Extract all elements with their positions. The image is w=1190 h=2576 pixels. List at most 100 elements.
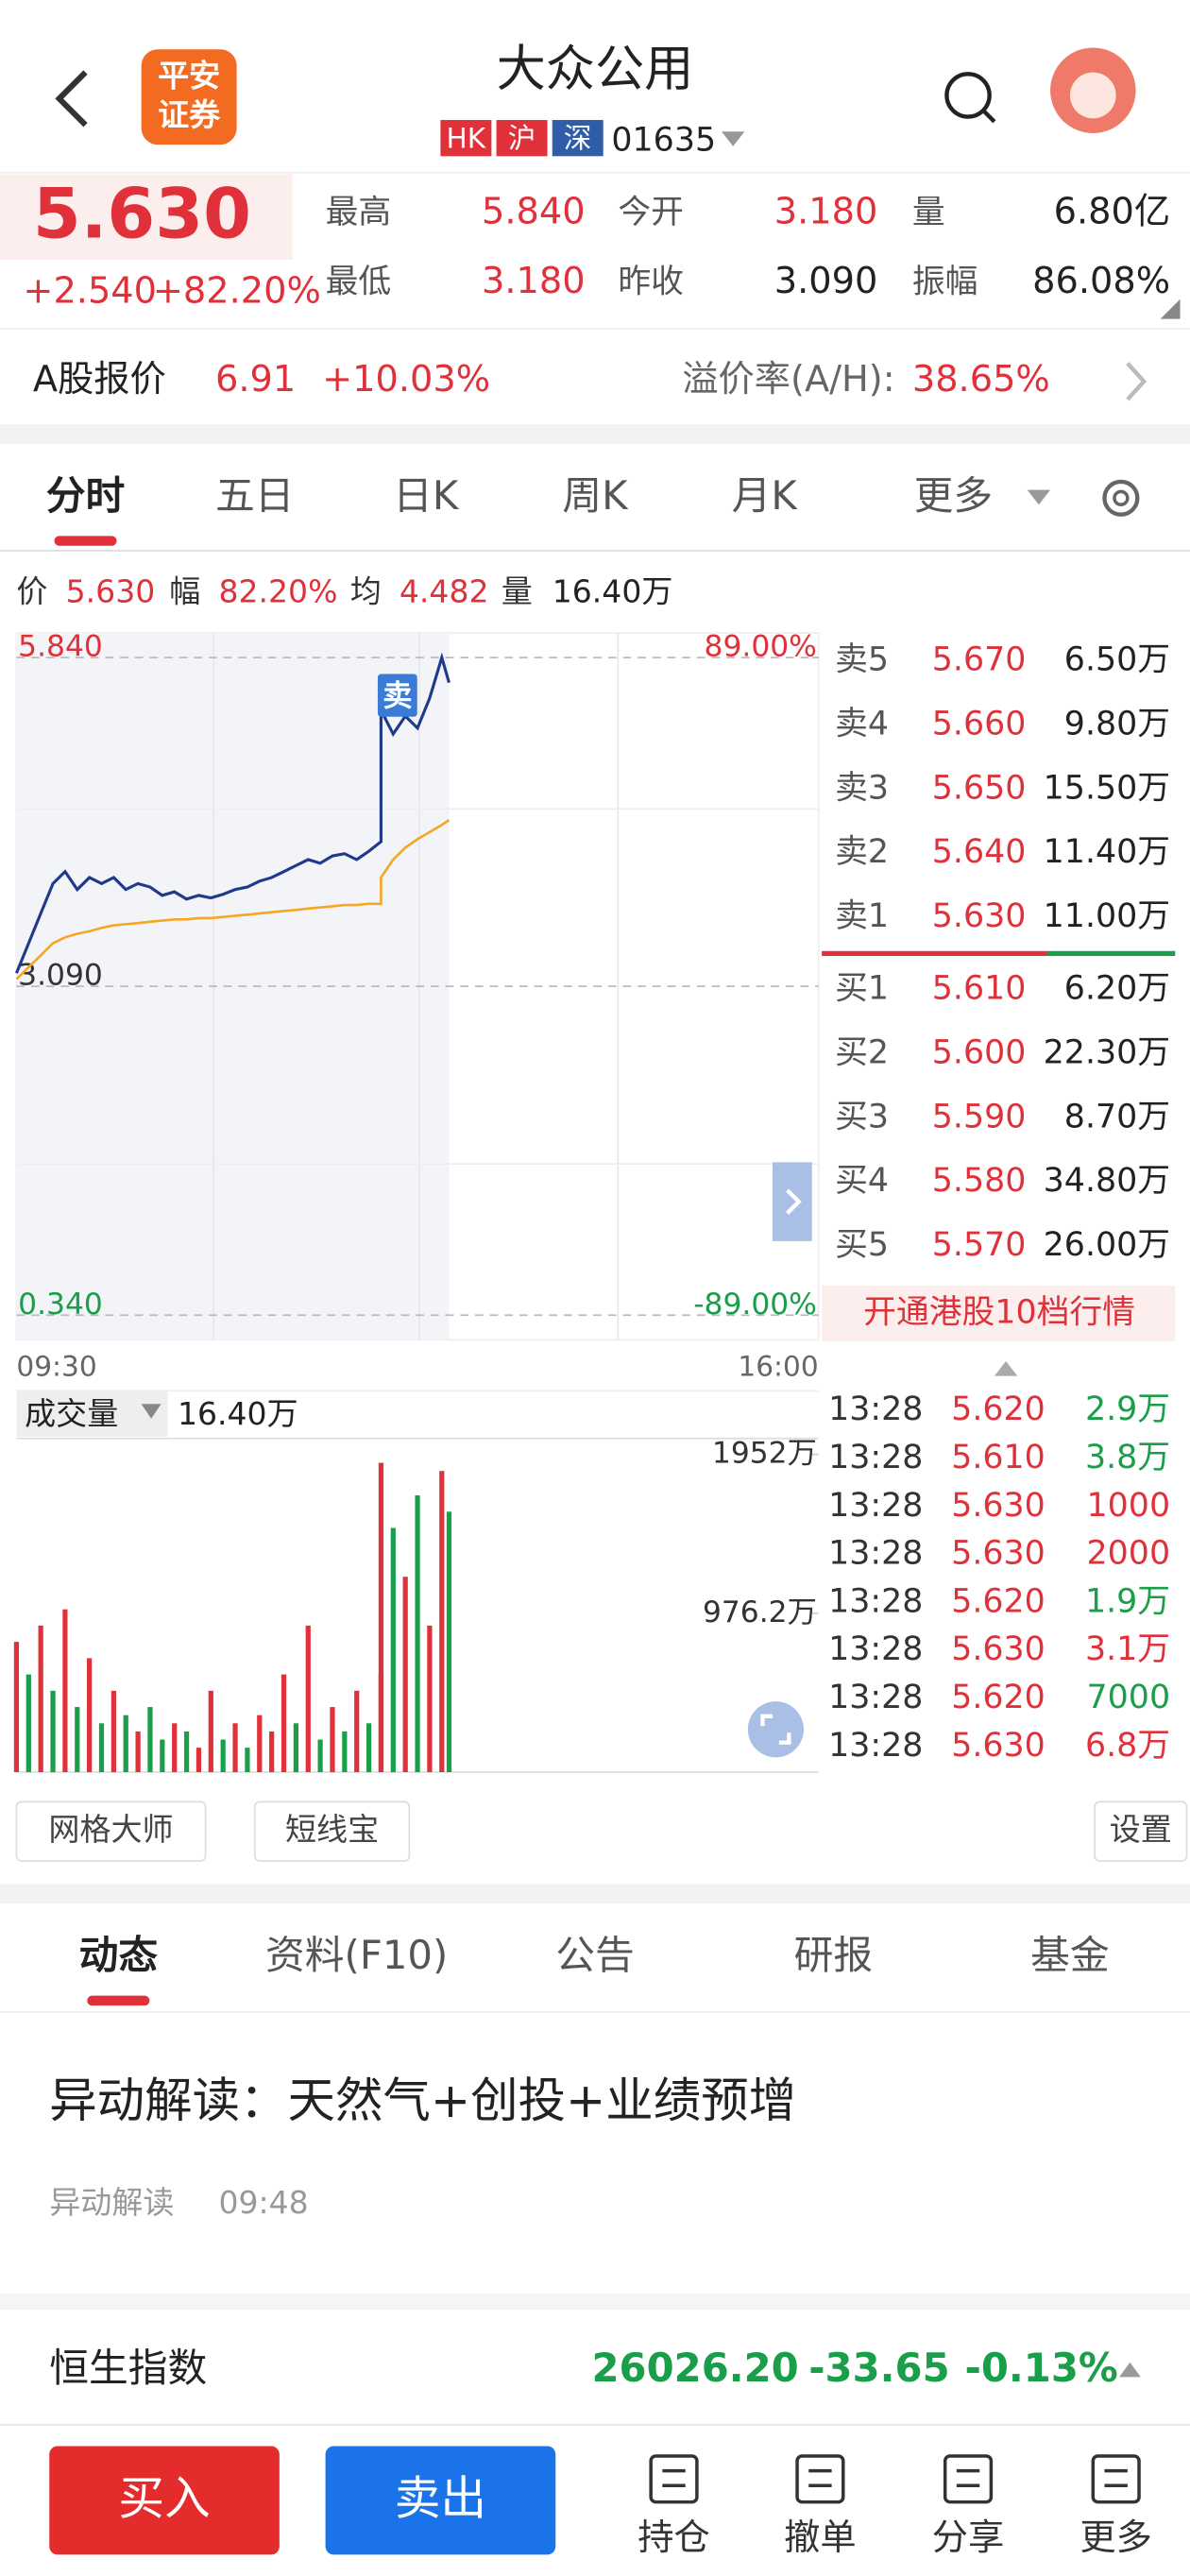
book-volume: 22.30万 <box>1044 1034 1170 1072</box>
stat-value: 3.090 <box>774 260 878 302</box>
chart-tab[interactable]: 周K <box>562 472 629 519</box>
volume-bar <box>26 1674 31 1773</box>
price-line <box>14 652 450 974</box>
action-label[interactable]: 持仓 <box>638 2516 710 2559</box>
volume-bar <box>220 1739 226 1773</box>
stock-code: 01635 <box>611 122 716 160</box>
volume-bar <box>354 1690 360 1773</box>
volume-bar <box>147 1707 153 1773</box>
more-dropdown <box>1027 489 1051 505</box>
action-label[interactable]: 撤单 <box>784 2516 857 2559</box>
volume-tick-label: 976.2万 <box>703 1595 817 1629</box>
volume-bar <box>427 1625 433 1773</box>
info-value: 82.20% <box>218 573 337 610</box>
upgrade-banner[interactable] <box>822 1285 1176 1342</box>
info-tab[interactable]: 资料(F10) <box>265 1932 448 1978</box>
book-volume: 6.20万 <box>1064 970 1170 1008</box>
action-label[interactable]: 更多 <box>1080 2516 1152 2559</box>
buy-label: 买入 <box>118 2473 210 2526</box>
chart-tab[interactable]: 分时 <box>46 472 125 519</box>
market-tag <box>440 120 492 157</box>
stat-label: 今开 <box>618 194 684 231</box>
chevron[interactable] <box>1126 362 1148 401</box>
section-gap <box>0 2293 1190 2311</box>
upgrade-text: 开通港股10档行情 <box>863 1293 1135 1331</box>
tool-button[interactable] <box>253 1800 411 1862</box>
chart-tab[interactable]: 日K <box>393 472 460 519</box>
tab-underline <box>54 536 117 546</box>
chart-tab[interactable]: 五日 <box>215 472 295 519</box>
trade-price: 5.620 <box>951 1679 1046 1716</box>
trade-price: 5.630 <box>951 1535 1046 1573</box>
volume-bar <box>208 1690 213 1773</box>
a-share-price: 6.91 <box>215 358 296 401</box>
action-icon[interactable] <box>795 2454 845 2504</box>
info-value: 16.40万 <box>552 573 673 610</box>
search-handle <box>981 109 996 124</box>
trade-volume: 7000 <box>1087 1679 1171 1716</box>
book-level: 卖2 <box>835 833 889 871</box>
sell-button[interactable] <box>325 2446 556 2555</box>
news-title[interactable]: 异动解读：天然气+创投+业绩预增 <box>49 2073 796 2128</box>
book-level: 买1 <box>835 970 889 1008</box>
action-icon[interactable] <box>1091 2454 1141 2504</box>
volume-bar <box>415 1495 420 1773</box>
volume-bar <box>390 1527 396 1773</box>
trade-time: 13:28 <box>828 1582 923 1620</box>
book-volume: 15.50万 <box>1044 769 1170 807</box>
info-tab[interactable]: 研报 <box>794 1932 873 1978</box>
settings-gear[interactable] <box>1102 479 1140 517</box>
book-level: 卖5 <box>835 641 889 679</box>
info-tab[interactable]: 公告 <box>555 1932 634 1978</box>
buy-button[interactable] <box>49 2446 280 2555</box>
trade-volume: 3.8万 <box>1085 1439 1170 1476</box>
stat-value: 6.80亿 <box>1054 191 1170 233</box>
volume-bar <box>366 1723 372 1773</box>
premium-value: 38.65% <box>912 358 1050 401</box>
book-price: 5.600 <box>932 1034 1027 1072</box>
tool-button[interactable] <box>15 1800 207 1862</box>
search-button[interactable] <box>944 72 992 119</box>
info-tab[interactable]: 基金 <box>1030 1932 1110 1978</box>
price-change: +2.540 <box>23 269 157 312</box>
volume-bar <box>330 1707 335 1773</box>
index-value: 26026.20 <box>592 2345 799 2391</box>
x-tick-label: 16:00 <box>738 1350 818 1382</box>
volume-bar <box>87 1658 93 1773</box>
expand-corner <box>1160 299 1181 319</box>
a-share-label: A股报价 <box>33 358 166 401</box>
logo-text: 证券 <box>158 96 221 133</box>
volume-bar <box>269 1731 275 1773</box>
chart-tab[interactable]: 更多 <box>914 472 994 519</box>
settings-button[interactable] <box>1094 1800 1188 1862</box>
action-label[interactable]: 分享 <box>932 2516 1005 2559</box>
code-dropdown[interactable] <box>722 131 745 146</box>
settings-gear-center <box>1113 489 1130 507</box>
section-gap <box>0 1884 1190 1904</box>
volume-bar <box>342 1731 348 1773</box>
book-price: 5.610 <box>932 970 1027 1008</box>
volume-selector[interactable] <box>16 1390 168 1437</box>
info-tab-underline <box>87 1995 150 2006</box>
chart-tab[interactable]: 月K <box>732 472 799 519</box>
expand-tab[interactable] <box>772 1162 812 1241</box>
trade-volume: 6.8万 <box>1085 1727 1170 1765</box>
book-volume: 6.50万 <box>1064 641 1170 679</box>
book-price: 5.590 <box>932 1098 1027 1135</box>
volume-bar <box>196 1748 202 1773</box>
volume-bar <box>317 1739 323 1773</box>
logo <box>141 49 237 145</box>
book-price: 5.660 <box>932 705 1027 742</box>
stock-title: 大众公用 <box>497 42 694 98</box>
fullscreen-button[interactable] <box>747 1701 805 1758</box>
action-icon[interactable] <box>943 2454 994 2504</box>
trade-volume: 3.1万 <box>1085 1630 1170 1668</box>
trade-price: 5.620 <box>951 1390 1046 1428</box>
trade-time: 13:28 <box>828 1439 923 1476</box>
book-price: 5.570 <box>932 1226 1027 1264</box>
info-tab[interactable]: 动态 <box>79 1932 159 1978</box>
action-icon[interactable] <box>649 2454 699 2504</box>
back-button[interactable] <box>55 70 88 128</box>
